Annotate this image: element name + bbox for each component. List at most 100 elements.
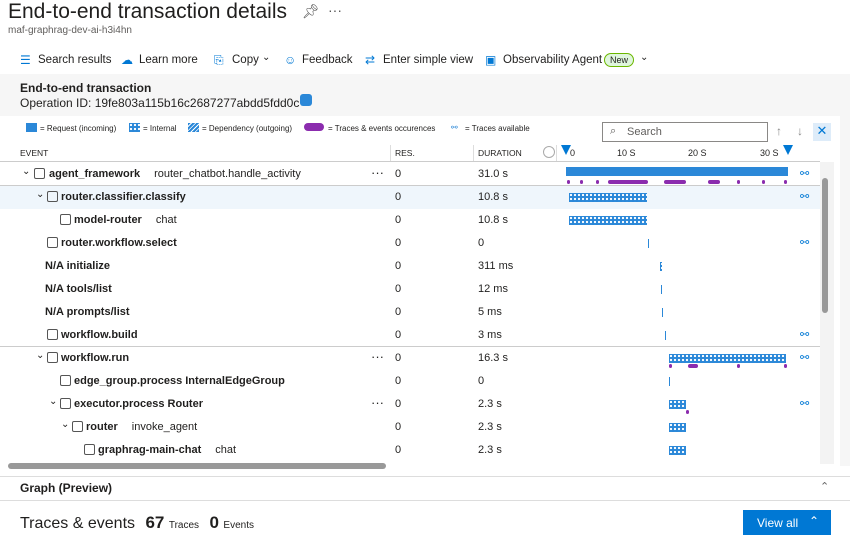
info-icon[interactable] — [543, 146, 555, 158]
next-button[interactable]: ↓ — [797, 124, 803, 138]
event-name: edge_group.process InternalEdgeGroup — [74, 375, 285, 387]
row-line — [0, 346, 820, 347]
duration: 0 — [478, 237, 485, 249]
more-icon[interactable]: ··· — [328, 2, 342, 18]
toolbar-icon: ☰ — [20, 53, 31, 67]
traces-link[interactable]: ⚯ — [800, 237, 810, 249]
legend-icon — [129, 123, 140, 132]
name: router.workflow.select — [61, 237, 177, 249]
row-icon — [84, 444, 95, 455]
toolbar-item[interactable]: Search results — [38, 54, 112, 66]
traces-link[interactable]: ⚯ — [800, 398, 810, 410]
graph-title[interactable]: Graph (Preview) — [20, 481, 113, 495]
pin-icon[interactable]: 📌︎ — [302, 3, 320, 19]
chevron: ⌄ — [262, 52, 271, 63]
more-button[interactable]: ··· — [371, 349, 384, 364]
expand-chevron[interactable]: ⌄ — [61, 419, 70, 430]
row-icon — [60, 398, 71, 409]
duration: 5 ms — [478, 306, 502, 318]
h-scrollbar[interactable] — [8, 463, 386, 469]
trace-mark — [737, 180, 740, 184]
more-button[interactable]: ··· — [371, 165, 384, 180]
subtitle: maf-graphrag-dev-ai-h3i4hn — [8, 25, 132, 36]
res: 0 — [395, 306, 402, 318]
event-name: workflow.run — [61, 352, 129, 364]
event-row[interactable]: graphrag-main-chat chat 0 2.3 s — [0, 439, 820, 462]
expand-chevron[interactable]: ⌄ — [49, 396, 58, 407]
toolbar-item[interactable]: Feedback — [302, 54, 353, 66]
more-button[interactable]: ··· — [371, 395, 384, 410]
toolbar-item[interactable]: Copy — [232, 54, 259, 66]
col-sep — [473, 145, 474, 161]
toolbar-item[interactable]: Observability Agent — [503, 54, 603, 66]
rows: ⌄ agent_framework router_chatbot.handle_ac… — [0, 163, 820, 462]
expand-chevron[interactable]: ⌄ — [36, 189, 45, 200]
expand-chevron[interactable]: ⌄ — [22, 166, 31, 177]
expand-chevron[interactable]: ⌄ — [36, 350, 45, 361]
duration: 3 ms — [478, 329, 502, 341]
event-row[interactable]: ⌄ agent_framework router_chatbot.handle_ac… — [0, 163, 820, 186]
v-scrollbar[interactable] — [820, 162, 834, 464]
legend-icon: ⚯ — [451, 123, 458, 132]
event-row[interactable]: N/A prompts/list 0 5 ms — [0, 301, 820, 324]
event-row[interactable]: ⌄ router invoke_agent 0 2.3 s — [0, 416, 820, 439]
col-sep — [390, 145, 391, 161]
search-box[interactable]: ⌕ Search — [602, 122, 768, 142]
legend-label: = Dependency (outgoing) — [202, 124, 293, 133]
timeline-tick: 30 S — [760, 148, 779, 158]
event-row[interactable]: N/A tools/list 0 12 ms — [0, 278, 820, 301]
operation-id: Operation ID: 19fe803a115b16c2687277abdd… — [20, 96, 300, 110]
event-row[interactable]: ⌄ executor.process Router ··· 0 2.3 s ⚯ — [0, 393, 820, 416]
timeline-bar — [661, 285, 662, 294]
duration: 2.3 s — [478, 444, 502, 456]
event-row[interactable]: ⌄ router.classifier.classify 0 10.8 s ⚯ — [0, 186, 820, 209]
trace-mark — [567, 180, 570, 184]
res: 0 — [395, 329, 402, 341]
trace-mark — [580, 180, 583, 184]
duration: 2.3 s — [478, 398, 502, 410]
timeline-bar — [669, 354, 786, 363]
event-row[interactable]: workflow.build 0 3 ms ⚯ — [0, 324, 820, 347]
event-row[interactable]: ⌄ workflow.run ··· 0 16.3 s ⚯ — [0, 347, 820, 370]
view-all-button[interactable]: View all ⌃ — [743, 510, 831, 535]
traces-link[interactable]: ⚯ — [800, 168, 810, 180]
legend-icon — [26, 123, 37, 132]
timeline-bar — [662, 308, 663, 317]
event-row[interactable]: model-router chat 0 10.8 s — [0, 209, 820, 232]
event-row[interactable]: router.workflow.select 0 0 ⚯ — [0, 232, 820, 255]
copy-id-icon[interactable] — [300, 94, 312, 106]
chevron: ⌄ — [640, 52, 649, 63]
res: 0 — [395, 168, 402, 180]
trace-mark — [669, 364, 672, 368]
close-button[interactable]: ✕ — [813, 123, 831, 141]
prev-button[interactable]: ↑ — [776, 124, 782, 138]
detail: chat — [215, 444, 237, 456]
timeline-bar — [566, 167, 788, 176]
event-name: executor.process Router — [74, 398, 203, 410]
res: 0 — [395, 260, 402, 272]
duration: 16.3 s — [478, 352, 508, 364]
traces-link[interactable]: ⚯ — [800, 329, 810, 341]
trace-mark — [596, 180, 599, 184]
transaction-title: End-to-end transaction — [20, 81, 152, 95]
name: router.classifier.classify — [61, 191, 186, 203]
toolbar-icon: ☺ — [284, 53, 297, 67]
event-row[interactable]: edge_group.process InternalEdgeGroup 0 0 — [0, 370, 820, 393]
event-header: EVENT — [20, 148, 49, 158]
traces-link[interactable]: ⚯ — [800, 191, 810, 203]
toolbar-item[interactable]: Learn more — [139, 54, 198, 66]
res: 0 — [395, 352, 402, 364]
traces-link[interactable]: ⚯ — [800, 352, 810, 364]
toolbar-item[interactable]: Enter simple view — [383, 54, 474, 66]
timeline-bar — [669, 377, 670, 386]
duration-header: DURATION — [478, 148, 522, 158]
legend-label: = Traces available — [465, 124, 530, 133]
detail: chat — [155, 214, 177, 226]
legend-icon — [188, 123, 199, 132]
name: N/A tools/list — [45, 283, 112, 295]
event-row[interactable]: N/A initialize 0 311 ms — [0, 255, 820, 278]
collapse-icon[interactable]: ⌃ — [820, 481, 830, 493]
duration: 10.8 s — [478, 214, 508, 226]
toolbar-icon: ▣ — [485, 53, 497, 67]
timeline-bar — [665, 331, 666, 340]
